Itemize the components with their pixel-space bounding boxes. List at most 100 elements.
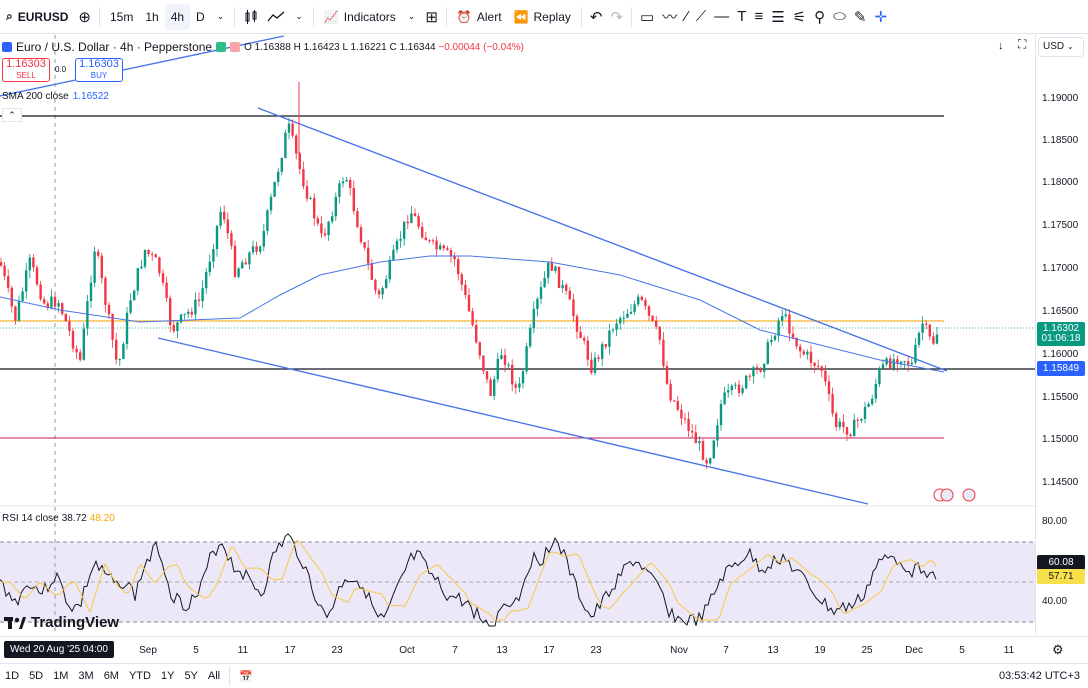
- text-tool-icon[interactable]: T: [737, 8, 747, 25]
- sma-legend[interactable]: SMA 200 close 1.16522: [2, 91, 109, 102]
- rsi-legend[interactable]: RSI 14 close 38.72 48.20: [2, 513, 115, 524]
- tradingview-logo[interactable]: TradingView: [4, 614, 119, 631]
- measure-tool-icon[interactable]: ⚲: [814, 8, 826, 26]
- candle-body: [385, 279, 388, 289]
- compare-add-icon[interactable]: ⊕: [78, 8, 91, 26]
- candle-body: [539, 287, 543, 299]
- symbol-search[interactable]: ⌕ EURUSD: [0, 4, 74, 30]
- alarm-clock-icon: ⏰: [456, 9, 472, 24]
- timeframe-dropdown-chevron-icon[interactable]: ⌄: [216, 11, 225, 21]
- time-label: 7: [723, 645, 729, 656]
- candle-body: [503, 355, 507, 365]
- path-tool-icon[interactable]: 〰: [662, 9, 678, 26]
- candle-body: [428, 240, 431, 242]
- clock[interactable]: 03:53:42 UTC+3: [998, 670, 1080, 682]
- candle-body: [143, 249, 147, 267]
- candle-body: [881, 364, 885, 369]
- candle-body: [241, 262, 244, 269]
- candle-body: [521, 371, 525, 384]
- candle-body: [928, 324, 931, 337]
- candle-body: [176, 322, 179, 332]
- crosshair-tool-icon[interactable]: ✛: [874, 8, 888, 26]
- candle-body: [921, 323, 924, 333]
- alert-button[interactable]: ⏰ Alert: [451, 4, 508, 30]
- range-all[interactable]: All: [207, 670, 221, 682]
- candle-body: [269, 196, 273, 211]
- candle-body: [205, 272, 208, 289]
- candle-body: [799, 346, 802, 352]
- range-1d[interactable]: 1D: [5, 670, 20, 682]
- channel-tool-icon[interactable]: ☰: [771, 8, 785, 26]
- time-label: Nov: [670, 645, 688, 656]
- line-chart-type-icon[interactable]: [263, 4, 289, 30]
- brush-tool-icon[interactable]: ✎: [853, 8, 867, 26]
- candle-body: [572, 299, 575, 317]
- range-ytd[interactable]: YTD: [128, 670, 151, 682]
- redo-icon[interactable]: ↷: [610, 8, 624, 26]
- candle-body: [79, 352, 82, 360]
- candle-body: [698, 441, 701, 444]
- economic-events-us-flags[interactable]: [933, 488, 976, 502]
- timeframe-4h[interactable]: 4h: [164, 3, 191, 30]
- timeframe-1h[interactable]: 1h: [145, 9, 159, 24]
- candle-body: [784, 314, 787, 317]
- chevron-down-icon: ⌄: [1066, 42, 1074, 51]
- price-tick: 1.15500: [1042, 392, 1079, 403]
- collapse-legend-chevron-up-icon[interactable]: ⌃: [2, 108, 22, 122]
- indicators-button[interactable]: 📈 Indicators: [318, 4, 402, 30]
- main-chart[interactable]: [0, 35, 1035, 635]
- price-axis[interactable]: 1.19000 1.18500 1.18000 1.17500 1.17000 …: [1035, 35, 1088, 635]
- candle-body: [323, 233, 327, 236]
- candle-body: [597, 357, 600, 359]
- currency-select[interactable]: USD ⌄: [1038, 37, 1084, 57]
- candle-body: [302, 169, 305, 187]
- candle-body: [557, 266, 561, 288]
- candle-body: [136, 268, 139, 291]
- descending-channel-lower[interactable]: [157, 337, 869, 505]
- ellipse-tool-icon[interactable]: ⬭: [833, 8, 846, 25]
- range-5y[interactable]: 5Y: [184, 670, 198, 682]
- fullscreen-icon[interactable]: ⛶: [1018, 37, 1027, 51]
- candles-chart-type-icon[interactable]: [239, 4, 263, 30]
- timeframe-d[interactable]: D: [196, 9, 205, 24]
- rectangle-tool-icon[interactable]: ▭: [640, 8, 655, 26]
- horizontal-line-tool-icon[interactable]: —: [714, 8, 730, 25]
- us-flag-icon[interactable]: [940, 488, 954, 502]
- range-6m[interactable]: 6M: [103, 670, 119, 682]
- date-range-calendar-icon[interactable]: 📅: [239, 670, 253, 683]
- candle-body: [615, 323, 618, 330]
- bottom-range-bar: 1D 5D 1M 3M 6M YTD 1Y 5Y All 📅 03:53:42 …: [0, 663, 1088, 688]
- chart-type-chevron-icon[interactable]: ⌄: [295, 11, 303, 21]
- indicators-chevron-icon[interactable]: ⌄: [407, 11, 416, 21]
- time-axis[interactable]: Wed 20 Aug '25 04:00 Sep 5 11 17 23 Oct …: [0, 636, 1088, 662]
- candle-body: [71, 330, 75, 349]
- range-3m[interactable]: 3M: [78, 670, 94, 682]
- trendline-tool-icon[interactable]: ⁄: [685, 8, 688, 25]
- buy-button[interactable]: 1.16303 BUY: [75, 58, 123, 82]
- scroll-down-arrow-icon[interactable]: ↓: [998, 40, 1004, 52]
- us-flag-icon[interactable]: [962, 488, 976, 502]
- time-label: 25: [861, 645, 873, 656]
- candle-body: [439, 245, 442, 250]
- replay-button[interactable]: ⏪ Replay: [508, 4, 577, 30]
- range-1y[interactable]: 1Y: [160, 670, 175, 682]
- sell-button[interactable]: 1.16303 SELL: [2, 58, 50, 82]
- range-1m[interactable]: 1M: [53, 670, 69, 682]
- layout-grid-icon[interactable]: ⊞: [425, 8, 438, 26]
- timeframe-15m[interactable]: 15m: [109, 9, 134, 24]
- candle-body: [64, 313, 67, 322]
- candle-body: [741, 388, 744, 393]
- gann-tool-icon[interactable]: ⚟: [792, 8, 807, 26]
- candle-body: [75, 348, 78, 353]
- candle-body: [593, 357, 597, 373]
- undo-icon[interactable]: ↶: [589, 8, 603, 26]
- ray-tool-icon[interactable]: ⟋: [695, 8, 707, 25]
- candle-body: [561, 284, 564, 288]
- settings-gear-icon[interactable]: ⚙: [1052, 642, 1064, 657]
- candle-body: [601, 344, 604, 359]
- range-5d[interactable]: 5D: [29, 670, 44, 682]
- candle-body: [673, 400, 676, 402]
- descending-channel-upper[interactable]: [257, 107, 948, 372]
- candle-body: [647, 306, 651, 316]
- fib-tool-icon[interactable]: ≡: [754, 8, 764, 25]
